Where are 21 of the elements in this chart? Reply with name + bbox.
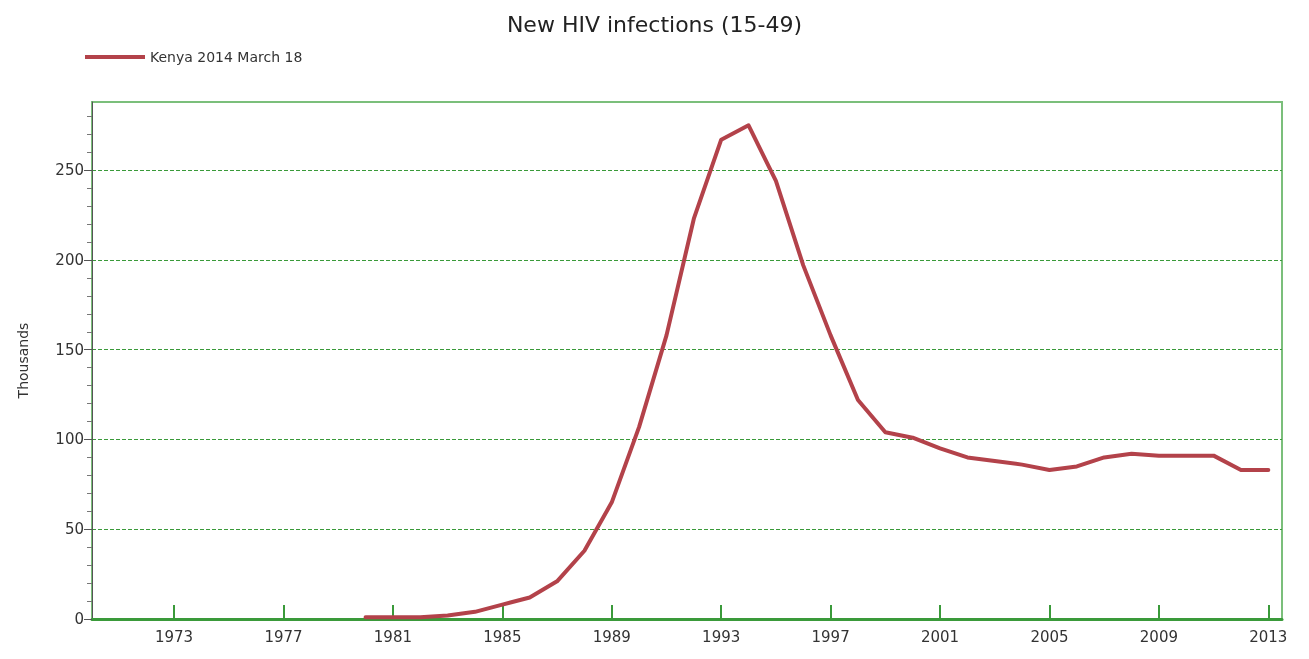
x-tick-label: 2009 bbox=[1139, 627, 1178, 646]
x-tick-label: 1977 bbox=[264, 627, 303, 646]
x-tick-label: 1985 bbox=[483, 627, 522, 646]
line-series bbox=[363, 123, 1271, 620]
x-tick-label: 2001 bbox=[920, 627, 960, 646]
y-tick-label: 150 bbox=[55, 340, 84, 359]
x-tick-label: 2005 bbox=[1030, 627, 1069, 646]
x-tick-label: 1981 bbox=[373, 627, 413, 646]
x-tick-label: 1989 bbox=[592, 627, 631, 646]
y-tick-label: 50 bbox=[64, 520, 84, 539]
chart-title: New HIV infections (15-49) bbox=[506, 11, 803, 37]
legend-label: Kenya 2014 March 18 bbox=[150, 49, 303, 65]
x-tick-label: 1993 bbox=[702, 627, 741, 646]
x-tick-label: 1997 bbox=[811, 627, 850, 646]
y-tick-label: 250 bbox=[55, 161, 84, 180]
y-tick-label: 0 bbox=[74, 610, 84, 628]
y-tick-label: 200 bbox=[55, 250, 84, 269]
y-tick-label: 100 bbox=[55, 430, 84, 449]
y-axis-title: Thousands bbox=[15, 322, 31, 400]
x-tick-label: 1973 bbox=[154, 627, 194, 646]
x-tick-label: 2013 bbox=[1249, 627, 1288, 646]
